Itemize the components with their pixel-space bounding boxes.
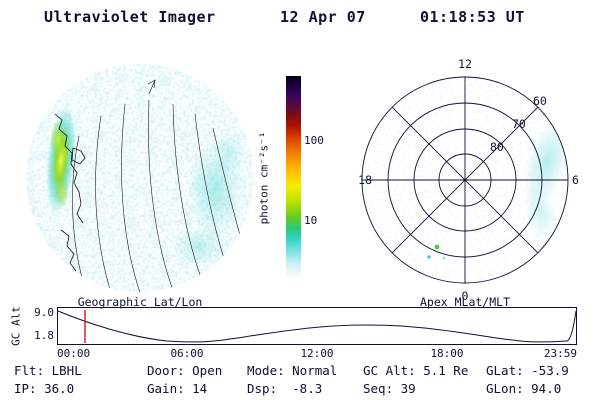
polar-bright-point [434, 244, 440, 250]
status-ip: IP: 36.0 [14, 381, 75, 396]
altitude-curve [57, 310, 577, 343]
status-door: Door: Open [147, 363, 223, 378]
status-seq: Seq: 39 [363, 381, 416, 396]
polar-projection: 12 18 6 0 80 70 60 [358, 57, 579, 303]
geographic-grid [72, 79, 252, 292]
mlat-label-80: 80 [490, 140, 504, 154]
polar-grid [361, 76, 569, 284]
polar-cyan-patch [523, 119, 568, 205]
gc-alt-axis-label: GC Alt [9, 306, 23, 346]
strip-frame [57, 307, 577, 345]
caption-apex: Apex MLat/MLT [419, 295, 511, 309]
colorbar-label: photon cm⁻²s⁻¹ [257, 131, 271, 225]
mlat-label-70: 70 [512, 117, 526, 131]
page-title: Ultraviolet Imager [44, 8, 216, 26]
time-tick-0600: 06:00 [170, 347, 204, 360]
gc-alt-max: 9.0 [34, 306, 54, 319]
caption-geographic: Geographic Lat/Lon [77, 295, 203, 309]
status-gain: Gain: 14 [147, 381, 208, 396]
dayglow-patch [170, 227, 230, 267]
gc-alt-strip [57, 307, 577, 345]
gc-alt-min: 1.8 [34, 329, 54, 342]
date-label: 12 Apr 07 [280, 8, 366, 26]
status-glon: GLon: 94.0 [486, 381, 562, 396]
coastline [54, 113, 86, 272]
colorbar-tick-100: 100 [304, 134, 324, 147]
mlt-label-18: 18 [358, 173, 372, 187]
polar-bright-point [442, 256, 446, 260]
time-tick-1200: 12:00 [300, 347, 334, 360]
uv-disk-image [26, 64, 254, 292]
time-tick-2359: 23:59 [543, 347, 577, 360]
polar-bright-point [427, 255, 431, 259]
time-label: 01:18:53 UT [420, 8, 525, 26]
mlt-label-6: 6 [572, 173, 579, 187]
colorbar-tick-10: 10 [304, 214, 318, 227]
mlat-label-60: 60 [533, 94, 547, 108]
status-gcalt: GC Alt: 5.1 Re [363, 363, 469, 378]
mlt-label-0: 0 [462, 289, 469, 303]
polar-cyan-patch [524, 184, 556, 240]
status-dsp: Dsp: -8.3 [247, 381, 323, 396]
colorbar [286, 76, 301, 280]
dayglow-patch [214, 130, 246, 174]
status-glat: GLat: -53.9 [486, 363, 569, 378]
time-tick-0000: 00:00 [57, 347, 91, 360]
time-tick-1800: 18:00 [430, 347, 464, 360]
status-mode: Mode: Normal [247, 363, 338, 378]
aurora-bright-core [50, 120, 66, 160]
mlt-label-12: 12 [458, 57, 472, 71]
aurora-bright-core [55, 176, 69, 208]
status-flt: Flt: LBHL [14, 363, 82, 378]
